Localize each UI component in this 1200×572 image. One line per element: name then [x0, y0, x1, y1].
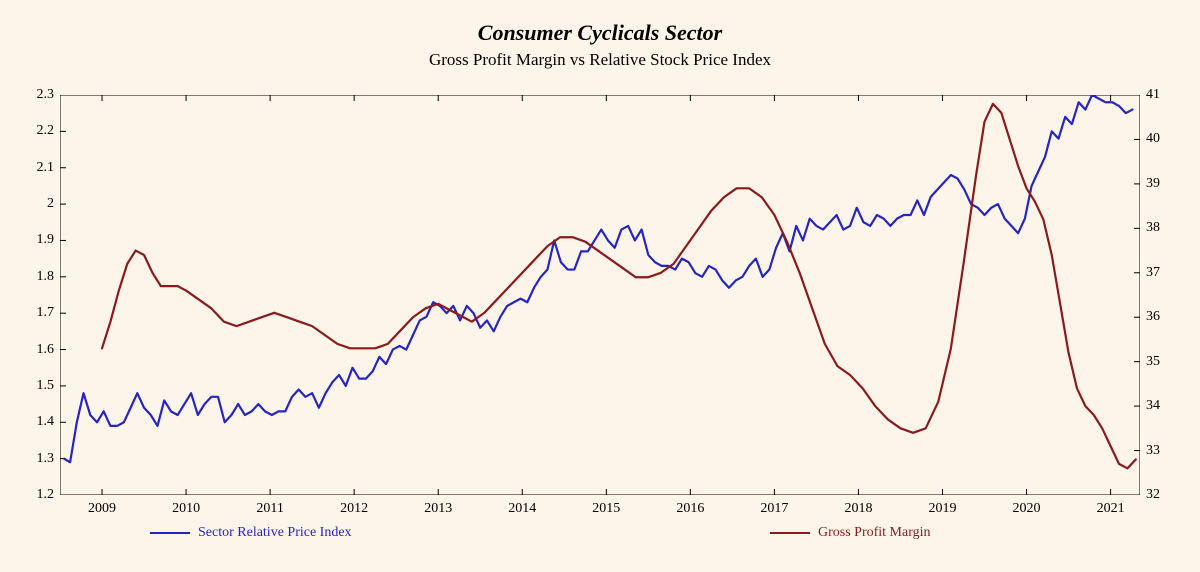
x-tick-label: 2012: [334, 501, 374, 517]
legend-item-1: Gross Profit Margin: [770, 525, 931, 541]
legend-label-1: Gross Profit Margin: [818, 525, 931, 541]
x-tick-label: 2014: [502, 501, 542, 517]
legend-item-0: Sector Relative Price Index: [150, 525, 352, 541]
y-right-tick-label: 34: [1146, 398, 1160, 414]
x-tick-label: 2020: [1007, 501, 1047, 517]
y-right-tick-label: 32: [1146, 487, 1160, 503]
x-tick-label: 2013: [418, 501, 458, 517]
y-left-tick-label: 2.3: [37, 87, 55, 103]
chart-titles: Consumer Cyclicals Sector Gross Profit M…: [0, 20, 1200, 70]
x-tick-label: 2021: [1091, 501, 1131, 517]
y-left-tick-label: 1.9: [37, 232, 55, 248]
x-tick-label: 2019: [922, 501, 962, 517]
x-tick-label: 2015: [586, 501, 626, 517]
chart-subtitle: Gross Profit Margin vs Relative Stock Pr…: [0, 50, 1200, 70]
y-left-tick-label: 2.1: [37, 160, 55, 176]
y-right-tick-label: 39: [1146, 176, 1160, 192]
y-right-tick-label: 36: [1146, 309, 1160, 325]
y-right-tick-label: 38: [1146, 220, 1160, 236]
chart-plot: [60, 95, 1140, 495]
y-left-tick-label: 2.2: [37, 123, 55, 139]
y-left-tick-label: 1.6: [37, 342, 55, 358]
y-left-tick-label: 1.5: [37, 378, 55, 394]
y-right-tick-label: 35: [1146, 354, 1160, 370]
y-left-tick-label: 1.8: [37, 269, 55, 285]
y-left-tick-label: 1.7: [37, 305, 55, 321]
chart-title: Consumer Cyclicals Sector: [0, 20, 1200, 46]
y-left-tick-label: 1.2: [37, 487, 55, 503]
legend-swatch-1: [770, 532, 810, 534]
y-right-tick-label: 37: [1146, 265, 1160, 281]
x-tick-label: 2017: [754, 501, 794, 517]
x-tick-label: 2016: [670, 501, 710, 517]
x-tick-label: 2018: [838, 501, 878, 517]
legend-label-0: Sector Relative Price Index: [198, 525, 352, 541]
chart-page: Consumer Cyclicals Sector Gross Profit M…: [0, 0, 1200, 572]
y-right-tick-label: 40: [1146, 131, 1160, 147]
legend-swatch-0: [150, 532, 190, 534]
x-tick-label: 2010: [166, 501, 206, 517]
y-left-tick-label: 1.4: [37, 414, 55, 430]
x-tick-label: 2011: [250, 501, 290, 517]
y-left-tick-label: 1.3: [37, 451, 55, 467]
y-left-tick-label: 2: [47, 196, 54, 212]
x-tick-label: 2009: [82, 501, 122, 517]
y-right-tick-label: 33: [1146, 443, 1160, 459]
y-right-tick-label: 41: [1146, 87, 1160, 103]
